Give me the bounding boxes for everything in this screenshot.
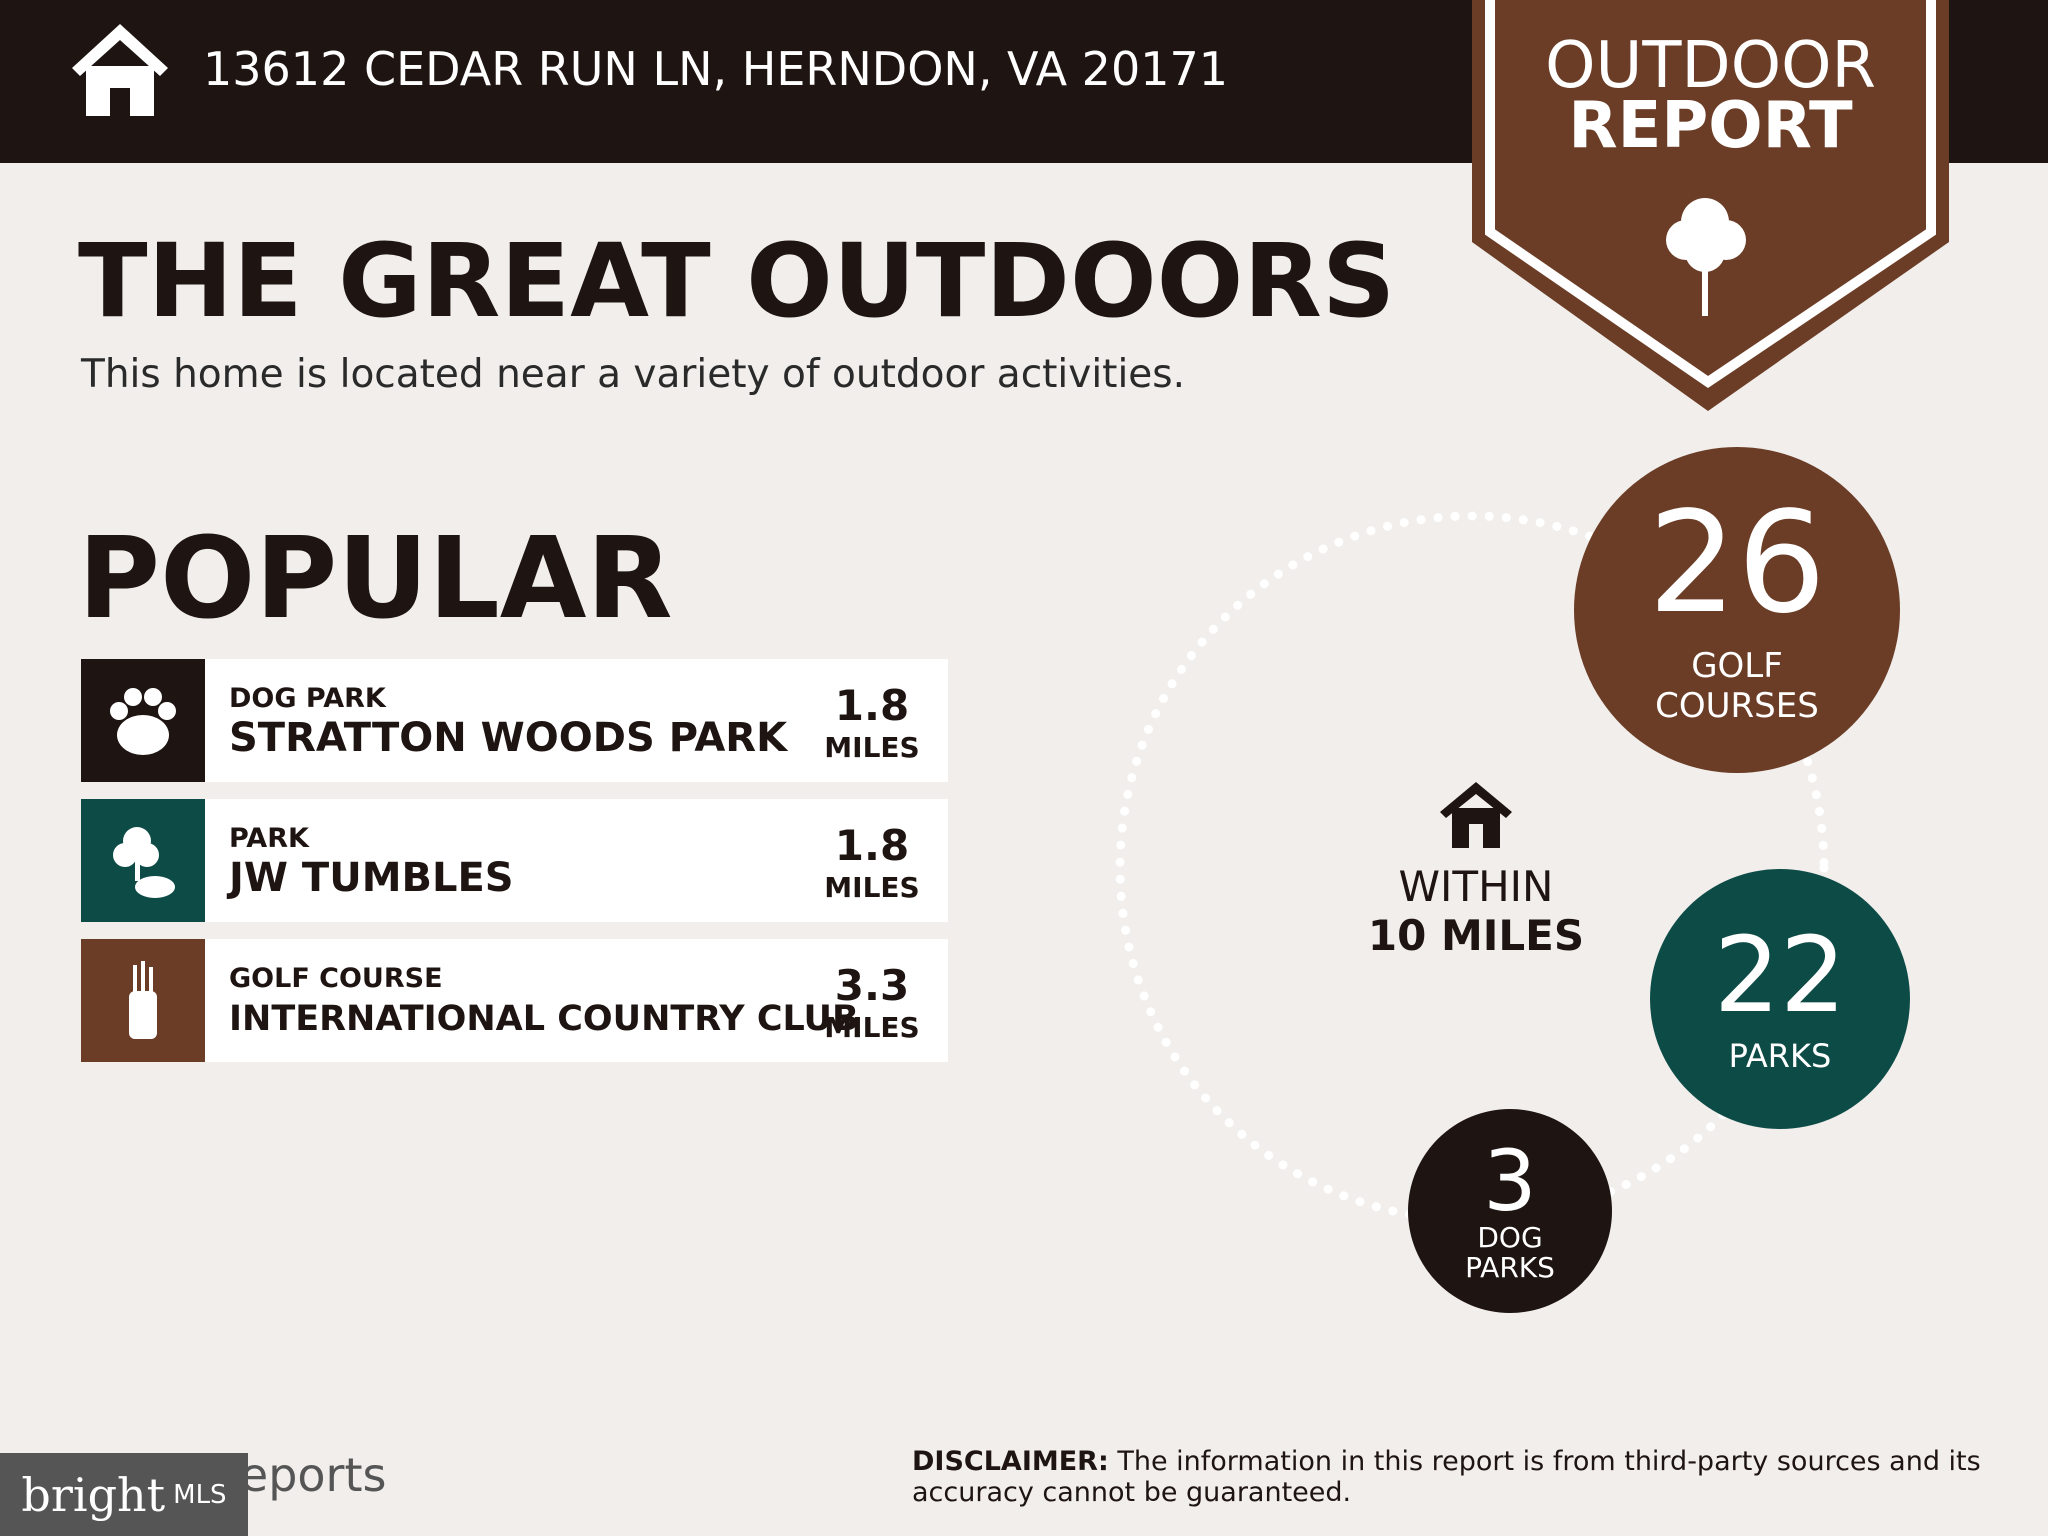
tree-icon (1666, 198, 1746, 316)
badge-border (1485, 0, 1936, 389)
item-category: GOLF COURSE (229, 963, 443, 994)
popular-row: GOLF COURSE INTERNATIONAL COUNTRY CLUB 3… (81, 939, 948, 1062)
badge-line: REPORT (1568, 89, 1853, 163)
count-label: DOG PARKS (1465, 1221, 1555, 1284)
popular-row: PARK JW TUMBLES 1.8 MILES (81, 799, 948, 922)
badge-line: OUTDOOR (1545, 29, 1876, 103)
title: THE GREAT OUTDOORS (78, 222, 1396, 341)
popular-row: DOG PARK STRATTON WOODS PARK 1.8 MILES (81, 659, 948, 782)
popular-heading: POPULAR (78, 514, 673, 644)
item-distance: 1.8 (834, 681, 910, 730)
count-circle: 3 DOG PARKS (1408, 1109, 1612, 1313)
park-icon (81, 799, 205, 922)
item-unit: MILES (824, 871, 920, 904)
count-label: PARKS (1728, 1037, 1832, 1075)
within-text: WITHIN (1398, 862, 1554, 911)
item-category: DOG PARK (229, 683, 386, 714)
golf-icon (81, 939, 205, 1062)
count-value: 22 (1713, 914, 1847, 1036)
item-name: JW TUMBLES (229, 855, 514, 901)
brand-logo: bright MLS (0, 1453, 248, 1536)
brand: bright (21, 1467, 166, 1522)
address: 13612 CEDAR RUN LN, HERNDON, VA 20171 (203, 42, 1229, 96)
count-value: 3 (1483, 1132, 1537, 1230)
item-category: PARK (229, 823, 309, 854)
paw-icon (81, 659, 205, 782)
item-distance: 1.8 (834, 821, 910, 870)
item-name: STRATTON WOODS PARK (229, 715, 788, 761)
count-circle: 22 PARKS (1650, 869, 1910, 1129)
count-circle: 26 GOLF COURSES (1574, 447, 1900, 773)
subtitle: This home is located near a variety of o… (81, 352, 1186, 397)
disclaimer-label: DISCLAIMER: (912, 1446, 1109, 1477)
count-value: 26 (1647, 482, 1827, 645)
center-home-icon (1440, 782, 1512, 848)
home-icon (72, 24, 168, 116)
item-unit: MILES (824, 1011, 920, 1044)
item-name: INTERNATIONAL COUNTRY CLUB (229, 999, 859, 1039)
brand-suffix: MLS (173, 1479, 227, 1510)
radius-text: 10 MILES (1367, 911, 1585, 960)
badge-title: OUTDOOR REPORT (1472, 29, 1949, 163)
item-unit: MILES (824, 731, 920, 764)
disclaimer: DISCLAIMER: The information in this repo… (912, 1446, 1992, 1508)
item-distance: 3.3 (834, 961, 910, 1010)
within-label: WITHIN 10 MILES (1356, 862, 1596, 960)
radius-ring (1115, 511, 1829, 1225)
disclaimer-text: The information in this report is from t… (912, 1446, 1981, 1508)
count-label: GOLF COURSES (1655, 646, 1819, 726)
